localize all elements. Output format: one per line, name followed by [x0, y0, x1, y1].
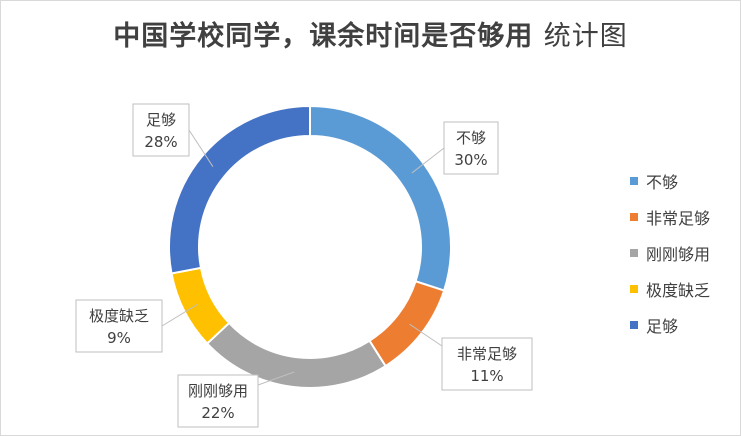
callout-value-label: 30%	[454, 151, 487, 169]
callout-box	[132, 103, 190, 157]
callout-category-label: 不够	[456, 129, 486, 147]
legend-item: 极度缺乏	[630, 271, 710, 307]
callout-value-label: 9%	[107, 329, 131, 347]
legend-swatch	[630, 177, 638, 185]
chart-title-suffix: 统计图	[543, 21, 628, 52]
legend-label: 不够	[646, 173, 679, 192]
callout-category-label: 刚刚够用	[188, 382, 248, 400]
legend-item: 不够	[630, 163, 710, 199]
doughnut-slice	[170, 266, 231, 345]
legend-swatch	[630, 285, 638, 293]
callout-category-label: 非常足够	[457, 345, 517, 363]
doughnut-slice	[309, 104, 452, 292]
callout-leader	[161, 303, 198, 327]
callout-leader	[409, 323, 443, 347]
callout-value-label: 22%	[201, 404, 234, 422]
callout-leader	[257, 371, 295, 386]
legend-swatch	[630, 213, 638, 221]
callout-category-label: 足够	[146, 111, 176, 129]
legend-swatch	[630, 249, 638, 257]
legend-label: 足够	[646, 317, 679, 336]
doughnut-slice	[168, 104, 311, 275]
callout-category-label: 极度缺乏	[89, 307, 149, 325]
callout-box	[177, 374, 259, 428]
legend-item: 刚刚够用	[630, 235, 710, 271]
chart-legend: 不够 非常足够 刚刚够用 极度缺乏 足够	[630, 163, 710, 343]
callout-box	[443, 121, 499, 175]
legend-swatch	[630, 321, 638, 329]
callout-leader	[188, 129, 214, 167]
callout-box	[75, 299, 163, 353]
chart-title-main: 中国学校同学，课余时间是否够用	[113, 21, 534, 52]
legend-label: 刚刚够用	[646, 245, 711, 264]
callout-box	[441, 337, 533, 391]
legend-label: 非常足够	[646, 209, 711, 228]
legend-item: 足够	[630, 307, 710, 343]
chart-title: 中国学校同学，课余时间是否够用 统计图	[0, 14, 741, 53]
callout-value-label: 28%	[144, 133, 177, 151]
legend-item: 非常足够	[630, 199, 710, 235]
legend-label: 极度缺乏	[646, 281, 711, 300]
doughnut-slice	[368, 280, 446, 368]
callout-value-label: 11%	[470, 367, 503, 385]
callout-leader	[411, 147, 445, 174]
